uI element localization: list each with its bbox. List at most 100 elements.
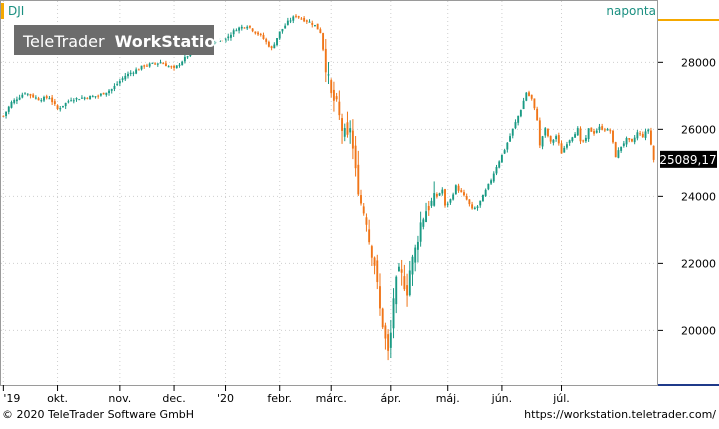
candle-body — [29, 94, 32, 96]
candle-body — [509, 136, 511, 142]
candle-body — [419, 222, 422, 242]
candle-body — [544, 128, 547, 136]
candle-body — [435, 194, 438, 197]
candle-body — [235, 30, 238, 32]
candle-body — [416, 241, 419, 250]
candle-body — [2, 115, 5, 117]
candle-body — [538, 120, 541, 146]
plot-frame — [0, 0, 658, 386]
candle-body — [639, 133, 642, 135]
candle-body — [181, 61, 184, 66]
candle-body — [603, 129, 606, 131]
candle-body — [143, 65, 146, 67]
candle-body — [403, 276, 406, 290]
candle-body — [387, 334, 390, 351]
candle-body — [362, 206, 365, 214]
candle-body — [465, 196, 468, 200]
interval-label[interactable]: naponta — [606, 4, 656, 18]
candle-body — [129, 72, 132, 74]
candle-body — [162, 63, 165, 65]
candle-body — [571, 137, 574, 142]
source-url[interactable]: https://workstation.teletrader.com/ — [524, 408, 716, 421]
candle-body — [525, 92, 528, 101]
candle-body — [70, 100, 73, 102]
candle-body — [579, 128, 582, 142]
candle-body — [425, 211, 427, 223]
candle-body — [238, 27, 241, 31]
candle-body — [121, 78, 124, 80]
candle-body — [18, 97, 21, 100]
candle-body — [614, 142, 617, 158]
candle-body — [481, 194, 484, 202]
candle-body — [292, 16, 295, 21]
candle-body — [322, 33, 325, 50]
candle-body — [118, 81, 121, 84]
candle-body — [647, 129, 650, 132]
candle-body — [175, 65, 178, 69]
candle-body — [641, 133, 644, 138]
candle-body — [636, 132, 639, 139]
candle-body — [15, 99, 18, 102]
candle-body — [170, 66, 173, 68]
candle-body — [490, 180, 493, 184]
candle-body — [441, 189, 444, 194]
candle-body — [468, 199, 471, 205]
candle-body — [519, 110, 522, 117]
candle-body — [135, 69, 138, 74]
x-tick-labels: '19 okt. nov. dec. '20 febr. márc. ápr. máj. jún.… — [2, 385, 570, 405]
candle-body — [517, 115, 520, 123]
candle-body — [498, 161, 501, 168]
candle-body — [463, 192, 465, 196]
candle-body — [563, 147, 566, 153]
candle-body — [164, 63, 167, 67]
candle-body — [484, 189, 487, 197]
candle-body — [102, 92, 105, 95]
candle-body — [178, 64, 181, 66]
symbol-color-marker — [1, 3, 4, 19]
candle-body — [576, 128, 579, 136]
svg-text:TeleTrader WorkStation: TeleTrader WorkStation — [22, 32, 227, 51]
x-tick-label: '20 — [217, 392, 234, 405]
right-axis[interactable]: 20000 22000 24000 26000 28000 — [658, 19, 719, 386]
candle-body — [625, 137, 628, 145]
candle-body — [609, 130, 612, 132]
candle-body — [308, 21, 311, 23]
candle-body — [213, 42, 216, 44]
candle-body — [124, 75, 127, 80]
candle-body — [278, 31, 281, 39]
candle-body — [414, 247, 417, 263]
candle-body — [219, 40, 222, 42]
watermark-box — [14, 25, 214, 55]
candle-body — [48, 98, 51, 100]
x-tick-label: máj. — [436, 392, 460, 405]
candle-body — [270, 46, 273, 49]
candle-body — [295, 15, 297, 17]
candle-body — [94, 96, 97, 98]
candle-body — [354, 145, 357, 169]
candle-body — [514, 122, 517, 129]
candle-body — [400, 269, 403, 273]
candle-body — [259, 33, 262, 35]
candle-body — [346, 122, 349, 135]
candle-body — [370, 246, 373, 258]
candle-body — [59, 108, 62, 110]
candle-body — [146, 65, 148, 67]
candle-body — [557, 135, 560, 144]
candle-body — [503, 150, 506, 154]
candle-body — [536, 108, 539, 121]
x-tick-label: ápr. — [380, 392, 401, 405]
candle-body — [601, 126, 604, 130]
candle-body — [644, 131, 647, 138]
candle-body — [243, 27, 246, 29]
candle-body — [246, 26, 249, 29]
candle-body — [430, 200, 433, 206]
x-tick-label: júl. — [552, 392, 570, 405]
candle-body — [341, 118, 343, 131]
candle-body — [89, 95, 92, 100]
candle-body — [37, 98, 40, 101]
candle-body — [91, 96, 94, 98]
candle-body — [628, 138, 631, 140]
candle-body — [43, 96, 45, 101]
